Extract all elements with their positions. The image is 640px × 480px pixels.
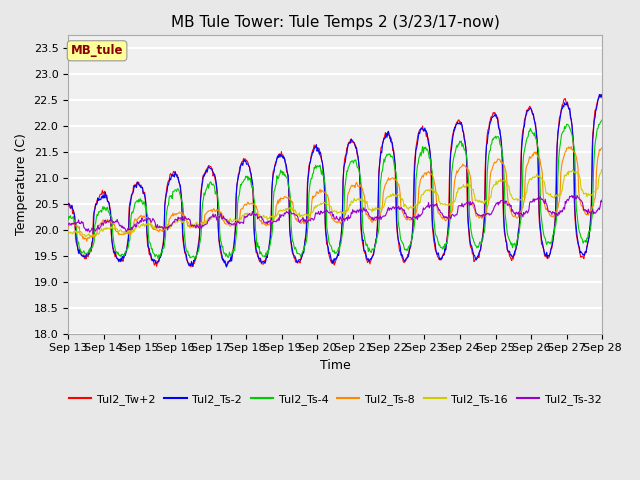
Tul2_Ts-4 — [191, 256, 198, 262]
Tul2_Ts-16 — [130, 227, 138, 232]
Tul2_Ts-32 — [64, 222, 72, 228]
Tul2_Ts-4 — [129, 210, 137, 216]
Tul2_Ts-4 — [598, 116, 606, 122]
Tul2_Ts-16 — [598, 168, 606, 174]
Y-axis label: Temperature (C): Temperature (C) — [15, 133, 28, 235]
Tul2_Ts-2 — [401, 259, 408, 264]
Tul2_Tw+2 — [64, 203, 72, 209]
Tul2_Ts-32 — [86, 229, 93, 235]
Tul2_Ts-2 — [74, 245, 82, 251]
Line: Tul2_Ts-4: Tul2_Ts-4 — [68, 119, 602, 259]
Tul2_Ts-16 — [74, 230, 82, 236]
Line: Tul2_Ts-16: Tul2_Ts-16 — [68, 169, 602, 237]
Line: Tul2_Ts-8: Tul2_Ts-8 — [68, 146, 602, 241]
Line: Tul2_Tw+2: Tul2_Tw+2 — [68, 95, 602, 267]
Tul2_Ts-32 — [401, 211, 408, 216]
Tul2_Ts-2 — [223, 264, 230, 270]
Tul2_Tw+2 — [417, 127, 424, 132]
Tul2_Ts-8 — [598, 144, 606, 150]
Tul2_Tw+2 — [401, 259, 408, 264]
Line: Tul2_Ts-2: Tul2_Ts-2 — [68, 95, 602, 267]
Tul2_Ts-4 — [74, 240, 82, 246]
Tul2_Ts-32 — [598, 196, 606, 202]
Tul2_Ts-8 — [212, 208, 220, 214]
Tul2_Tw+2 — [211, 177, 219, 183]
Tul2_Ts-2 — [597, 92, 605, 97]
X-axis label: Time: Time — [320, 359, 351, 372]
Tul2_Ts-8 — [64, 224, 72, 229]
Tul2_Ts-8 — [130, 222, 138, 228]
Tul2_Ts-4 — [417, 150, 424, 156]
Tul2_Ts-16 — [184, 219, 191, 225]
Tul2_Tw+2 — [74, 247, 82, 252]
Tul2_Ts-32 — [417, 213, 424, 219]
Title: MB Tule Tower: Tule Temps 2 (3/23/17-now): MB Tule Tower: Tule Temps 2 (3/23/17-now… — [171, 15, 500, 30]
Tul2_Tw+2 — [129, 190, 137, 196]
Tul2_Ts-8 — [401, 214, 408, 220]
Tul2_Ts-32 — [130, 224, 138, 230]
Tul2_Ts-2 — [183, 257, 191, 263]
Tul2_Ts-16 — [86, 234, 94, 240]
Tul2_Ts-8 — [83, 238, 91, 244]
Tul2_Ts-32 — [568, 192, 576, 198]
Line: Tul2_Ts-32: Tul2_Ts-32 — [68, 195, 602, 232]
Tul2_Ts-4 — [401, 247, 408, 252]
Tul2_Ts-2 — [417, 127, 424, 133]
Tul2_Ts-4 — [212, 189, 220, 195]
Tul2_Ts-32 — [184, 216, 191, 222]
Tul2_Ts-32 — [74, 220, 82, 226]
Tul2_Tw+2 — [598, 92, 605, 97]
Tul2_Ts-8 — [184, 223, 191, 229]
Legend: Tul2_Tw+2, Tul2_Ts-2, Tul2_Ts-4, Tul2_Ts-8, Tul2_Ts-16, Tul2_Ts-32: Tul2_Tw+2, Tul2_Ts-2, Tul2_Ts-4, Tul2_Ts… — [65, 390, 606, 409]
Tul2_Tw+2 — [183, 258, 191, 264]
Tul2_Ts-4 — [64, 216, 72, 222]
Tul2_Ts-16 — [401, 202, 408, 207]
Tul2_Ts-16 — [212, 215, 220, 221]
Tul2_Ts-16 — [64, 229, 72, 235]
Tul2_Tw+2 — [598, 93, 606, 99]
Tul2_Ts-2 — [598, 96, 606, 101]
Tul2_Ts-2 — [64, 201, 72, 206]
Tul2_Ts-8 — [74, 224, 82, 230]
Tul2_Ts-4 — [183, 249, 191, 254]
Tul2_Ts-2 — [211, 174, 219, 180]
Tul2_Tw+2 — [223, 264, 230, 270]
Tul2_Ts-8 — [417, 177, 424, 183]
Tul2_Ts-16 — [417, 198, 424, 204]
Tul2_Ts-32 — [212, 214, 220, 219]
Tul2_Ts-16 — [569, 167, 577, 172]
Text: MB_tule: MB_tule — [71, 44, 124, 57]
Tul2_Ts-8 — [568, 144, 575, 149]
Tul2_Ts-2 — [129, 190, 137, 196]
